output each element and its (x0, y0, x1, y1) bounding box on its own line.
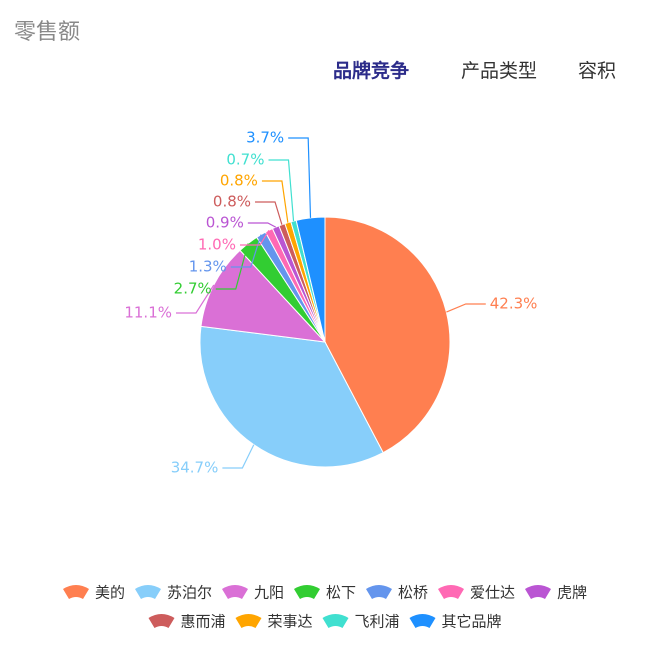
leader-line (176, 284, 215, 314)
leader-line (247, 222, 276, 228)
legend-label: 美的 (95, 584, 125, 602)
legend-label: 松下 (326, 584, 356, 602)
legend-icon (366, 585, 392, 599)
pie-slice (200, 249, 327, 343)
legend-label: 其它品牌 (442, 613, 502, 631)
data-label: 0.8% (220, 172, 258, 190)
data-label: 1.0% (198, 236, 236, 254)
legend-label: 九阳 (254, 584, 284, 602)
legend-icon (438, 585, 464, 599)
page-title: 零售额 (14, 20, 81, 45)
legend-icon (63, 585, 89, 599)
legend-icon (294, 585, 320, 599)
legend-icon (222, 585, 248, 599)
legend-icon (135, 585, 161, 599)
data-label: 1.3% (189, 258, 227, 276)
legend-icon (148, 614, 175, 628)
data-label: 42.3% (490, 295, 538, 313)
data-label: 34.7% (171, 459, 219, 477)
leader-line (288, 137, 312, 218)
legend-label: 荣事达 (268, 613, 313, 631)
leader-line (446, 303, 486, 313)
legend-label: 苏泊尔 (167, 584, 212, 602)
legend-label: 爱仕达 (470, 584, 515, 602)
legend-label: 飞利浦 (355, 613, 400, 631)
data-label: 3.7% (246, 129, 284, 147)
legend-label: 惠而浦 (181, 613, 226, 631)
leader-line (268, 159, 295, 222)
leader-line (222, 444, 255, 469)
data-label: 2.7% (174, 280, 212, 298)
leader-line (255, 201, 283, 225)
legend-icon (235, 614, 262, 628)
leader-line (215, 243, 249, 290)
legend-icon (525, 585, 551, 599)
tab[interactable]: 产品类型 (461, 60, 538, 82)
data-label: 0.7% (226, 151, 264, 169)
legend-label: 虎牌 (557, 584, 587, 602)
leader-line (261, 180, 289, 223)
tab[interactable]: 容积 (578, 60, 617, 82)
leader-line (239, 229, 270, 246)
tab[interactable]: 品牌竞争 (333, 60, 410, 82)
data-label: 11.1% (124, 304, 172, 322)
legend-icon (409, 614, 436, 628)
legend-label: 松桥 (398, 584, 428, 602)
pie-slice (295, 216, 326, 343)
data-label: 0.9% (206, 214, 244, 232)
legend-icon (322, 614, 349, 628)
data-label: 0.8% (213, 193, 251, 211)
pie-slice (199, 325, 384, 468)
